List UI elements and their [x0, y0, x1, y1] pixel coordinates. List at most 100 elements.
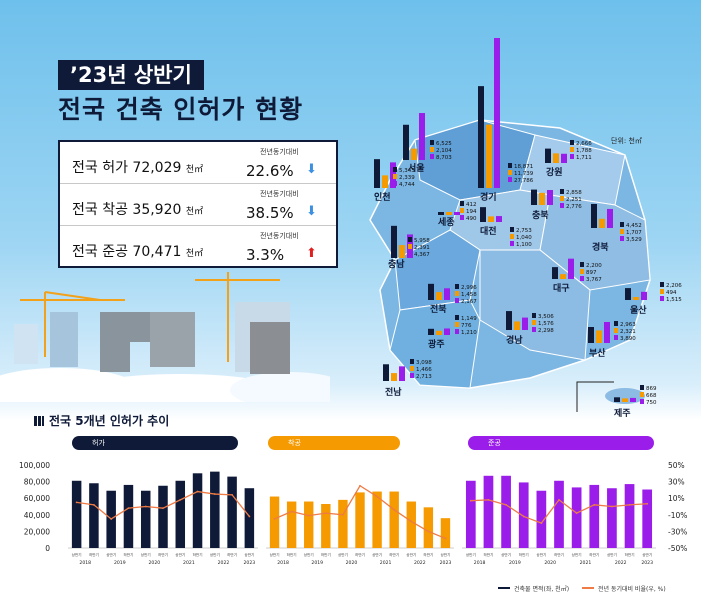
trend-bar — [89, 483, 99, 548]
trend-point — [540, 522, 543, 524]
trend-point — [410, 520, 413, 523]
panel-label-start: 착공 — [268, 436, 400, 450]
legend-bar: 건축물 면적(좌, 천㎡) — [498, 584, 569, 593]
half-tick-label: 하반기 — [483, 552, 493, 557]
left-axis-tick: 20,000 — [24, 527, 50, 536]
title-line1: ’23년 상반기 — [58, 60, 204, 90]
right-axis-tick: 50% — [668, 461, 685, 470]
half-tick-label: 하반기 — [89, 552, 99, 557]
year-label: 2023 — [641, 560, 653, 566]
trend-bar — [286, 501, 297, 548]
summary-unit: 천㎡ — [185, 249, 204, 259]
trend-point — [324, 512, 327, 515]
page-title: 전국 건축 인허가 현황 — [58, 95, 304, 124]
trend-bar — [227, 476, 237, 548]
panel-label-complete: 준공 — [468, 436, 654, 450]
right-axis-tick: 30% — [668, 478, 685, 487]
compare-label: 전년동기대비 — [260, 190, 299, 198]
trend-point — [444, 537, 447, 540]
summary-label: 전국 허가 72,029 — [72, 160, 182, 176]
half-tick-label: 하반기 — [193, 552, 203, 557]
trend-point — [376, 495, 378, 498]
half-tick-label: 상반기 — [175, 552, 185, 557]
trend-point — [93, 503, 95, 506]
year-label: 2020 — [149, 560, 161, 566]
trend-bar — [423, 507, 434, 548]
trend-bar — [571, 487, 582, 548]
trend-point — [231, 493, 233, 496]
half-tick-label: 하반기 — [123, 552, 133, 557]
half-tick-label: 상반기 — [642, 552, 652, 557]
right-axis-tick: 10% — [668, 494, 685, 503]
city-illustration — [0, 272, 330, 402]
summary-pct: 38.5% — [246, 204, 294, 222]
trend-bar — [589, 484, 600, 548]
half-tick-label: 상반기 — [141, 552, 151, 557]
series-준공: 상반기 하반기 상반기 하반기 상반기 하반기 상반기 하반기 상반기 하반기 상반기 2018 201… — [462, 475, 656, 566]
crane-icon — [20, 291, 125, 357]
trend-point — [427, 530, 430, 533]
right-axis-tick: -10% — [668, 511, 687, 520]
trend-point — [127, 507, 130, 510]
trend-point — [611, 505, 613, 508]
half-tick-label: 하반기 — [287, 552, 297, 557]
trend-point — [342, 513, 344, 516]
right-axis-tick: -50% — [668, 544, 687, 553]
year-label: 2018 — [79, 560, 91, 566]
trend-bar — [406, 501, 416, 548]
trend-bar — [501, 475, 511, 548]
year-label: 2020 — [346, 560, 358, 566]
half-tick-label: 상반기 — [210, 552, 220, 557]
trend-point — [213, 493, 216, 495]
panel-label-permit: 허가 — [72, 436, 238, 450]
year-label: 2023 — [244, 560, 256, 566]
left-axis-tick: 100,000 — [19, 461, 50, 470]
trend-bar — [140, 490, 151, 548]
trend-point — [469, 499, 472, 502]
trend-bar — [158, 485, 168, 548]
compare-label: 전년동기대비 — [260, 148, 299, 156]
trend-bar — [304, 501, 314, 548]
half-tick-label: 상반기 — [501, 552, 511, 557]
trend-bar — [355, 492, 365, 548]
half-tick-label: 하반기 — [589, 552, 599, 557]
trend-bar — [554, 480, 564, 548]
half-tick-label: 상반기 — [572, 552, 582, 557]
left-axis-tick: 60,000 — [24, 494, 50, 503]
half-tick-label: 상반기 — [304, 552, 314, 557]
trend-bar — [123, 484, 134, 548]
korea-map — [369, 119, 651, 404]
trend-bar — [465, 480, 476, 548]
trend-point — [179, 498, 182, 501]
trend-point — [75, 501, 78, 504]
summary-row-start: 전국 착공 35,920 천㎡ 전년동기대비 38.5% ⬇ — [60, 186, 336, 226]
summary-unit: 천㎡ — [185, 165, 204, 175]
trend-bar — [210, 471, 220, 548]
half-tick-label: 하반기 — [389, 552, 399, 557]
half-tick-label: 상반기 — [106, 552, 116, 557]
trend-point — [522, 515, 525, 518]
summary-label: 전국 준공 70,471 — [72, 244, 182, 260]
year-label: 2019 — [311, 560, 323, 566]
trend-bar — [536, 490, 547, 548]
half-tick-label: 하반기 — [158, 552, 168, 557]
jeju-frame — [576, 381, 614, 412]
bar-chart-icon — [34, 416, 44, 426]
half-tick-label: 상반기 — [244, 552, 254, 557]
trend-bar — [624, 484, 635, 548]
trend-bar — [389, 491, 399, 548]
half-tick-label: 하반기 — [625, 552, 635, 557]
trend-bar — [71, 480, 82, 548]
up-arrow-icon: ⬆ — [306, 246, 317, 261]
half-tick-label: 상반기 — [372, 552, 382, 557]
half-tick-label: 상반기 — [466, 552, 476, 557]
trend-bar — [338, 499, 348, 548]
trend-bar — [175, 480, 186, 548]
half-tick-label: 하반기 — [227, 552, 237, 557]
legend-line: 전년 동기대비 비율(우, %) — [582, 584, 666, 593]
summary-unit: 천㎡ — [185, 207, 204, 217]
year-label: 2021 — [580, 560, 592, 566]
half-tick-label: 상반기 — [607, 552, 617, 557]
left-axis-tick: 0 — [45, 544, 50, 553]
half-tick-label: 상반기 — [536, 552, 546, 557]
